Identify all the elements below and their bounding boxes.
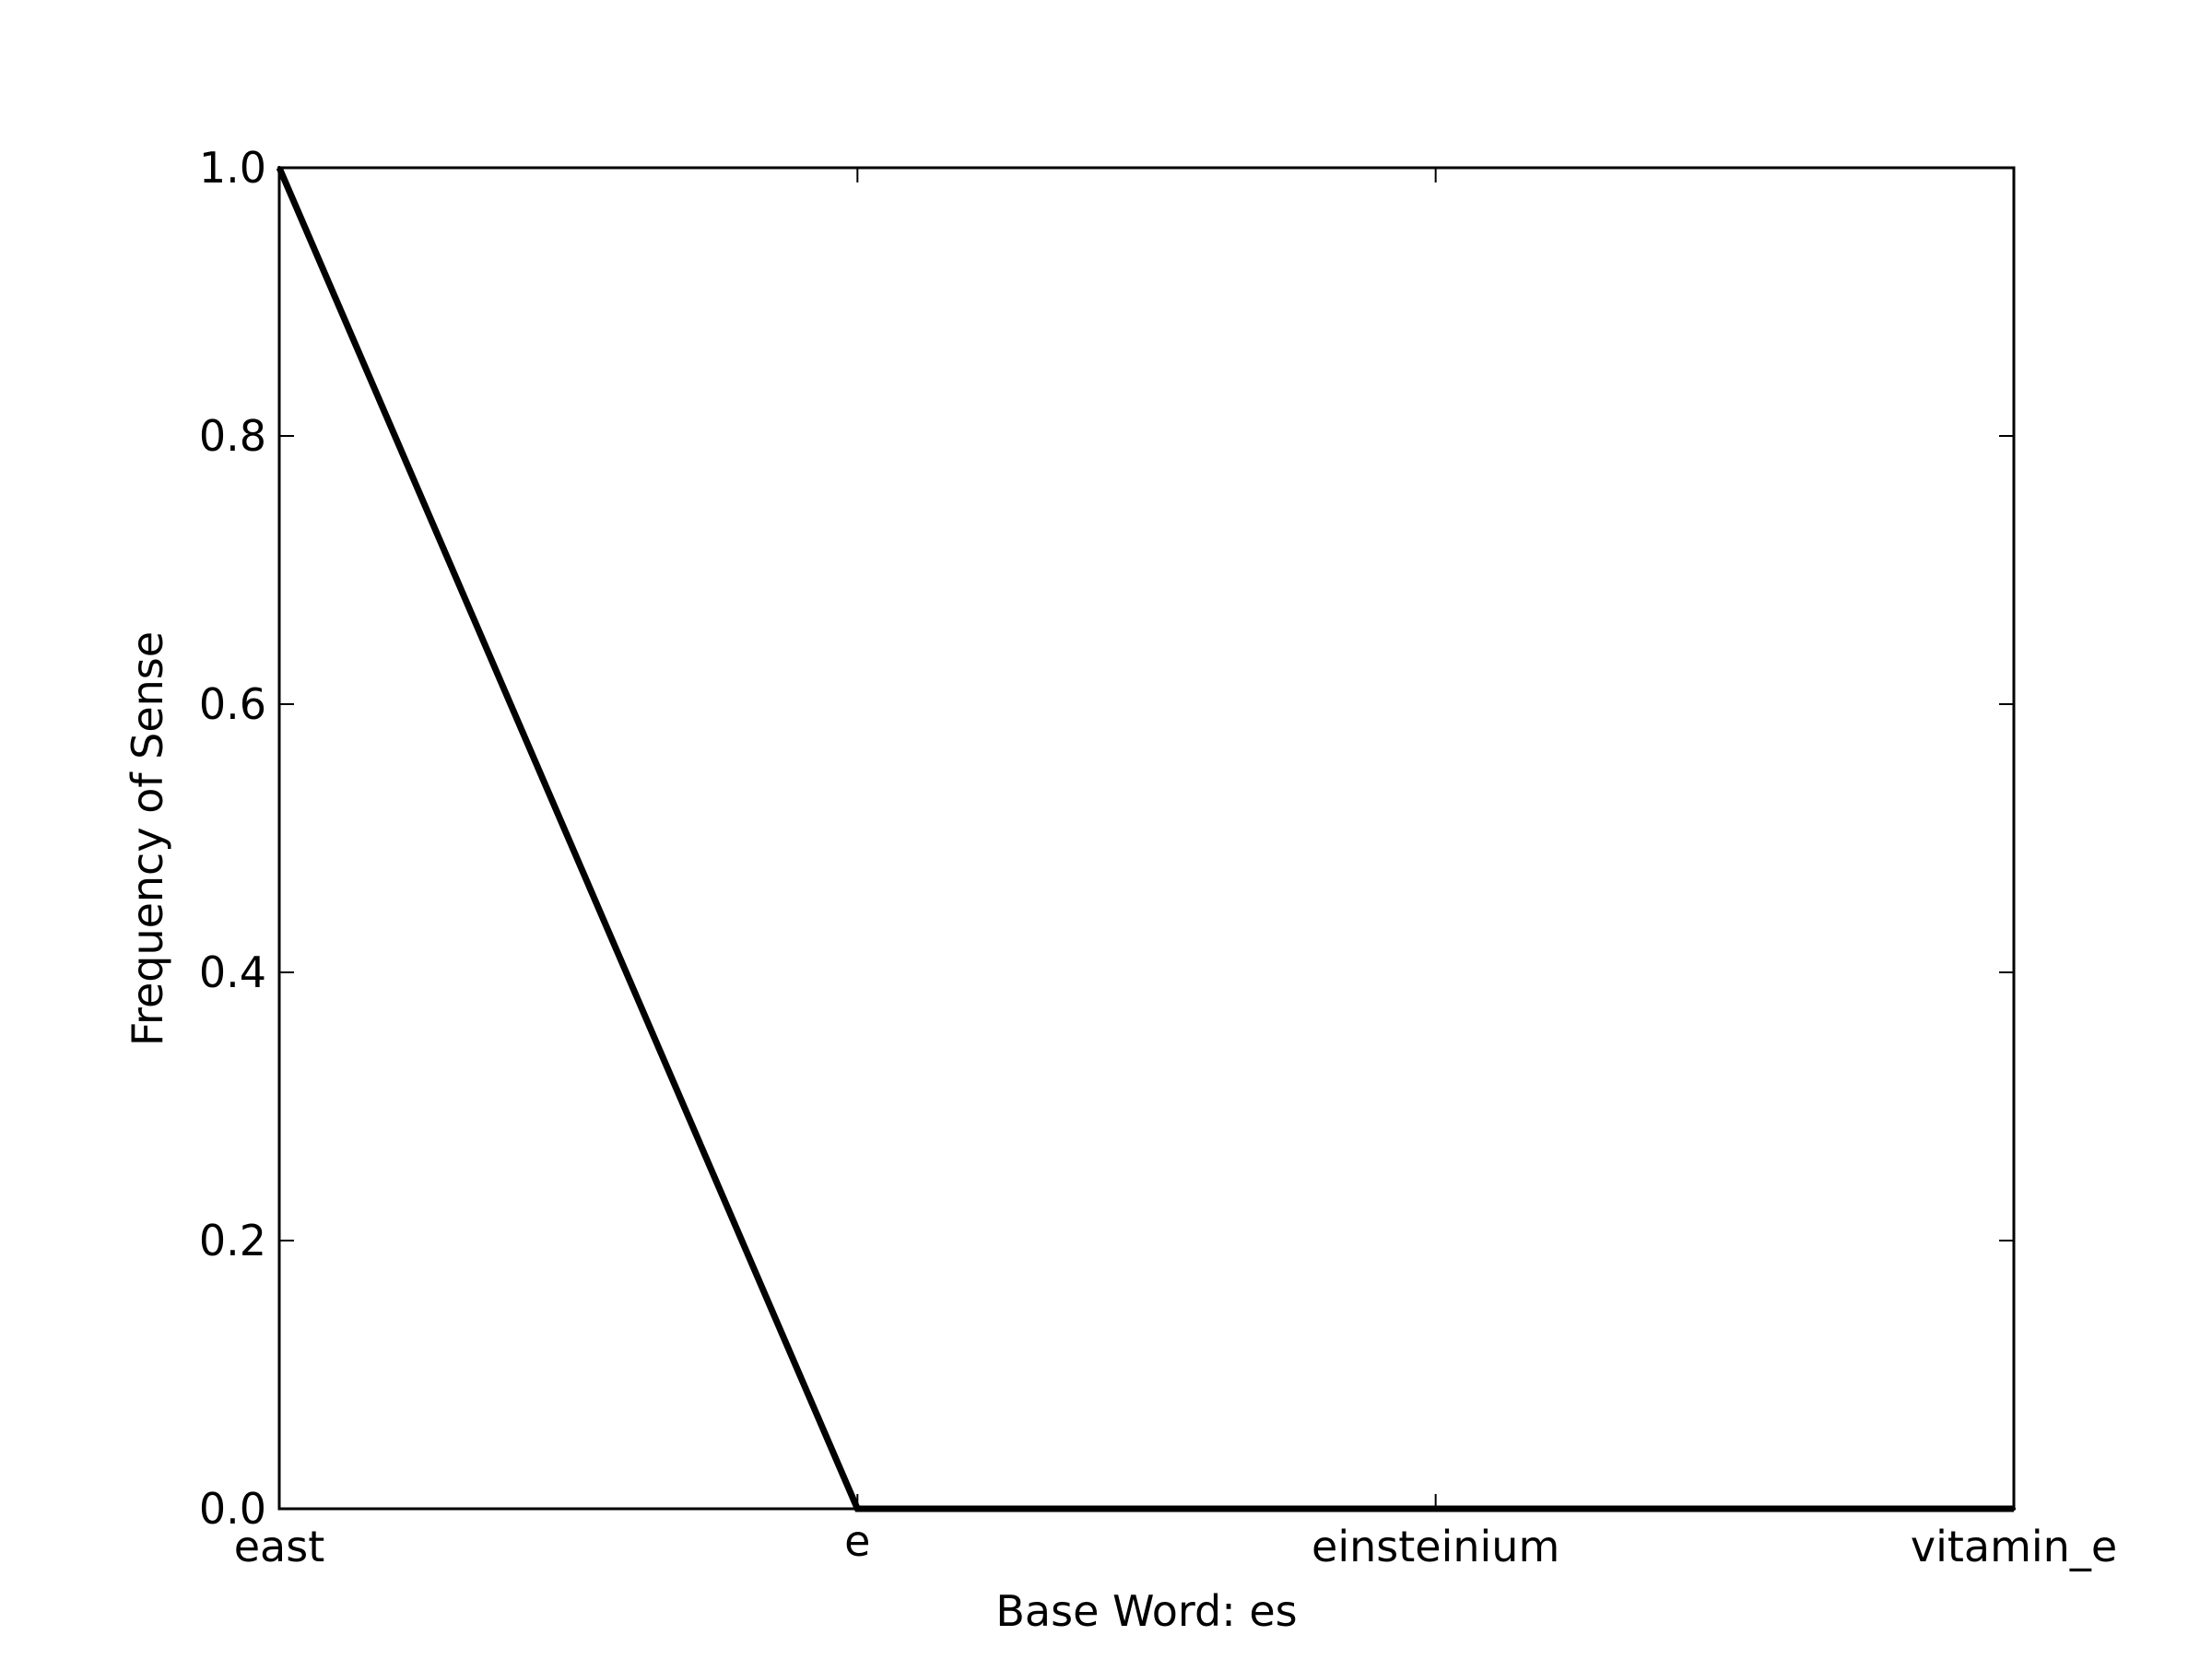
series-line-0 [276,166,2014,1512]
x-tick-label: e [844,1516,870,1566]
y-tick-label: 1.0 [199,143,266,193]
y-tick-label: 0.8 [199,411,266,461]
x-axis-label: Base Word: es [995,1586,1297,1636]
y-tick-label: 0.2 [199,1216,266,1265]
series-layer [276,166,2016,1512]
x-tick-label: einsteinium [1312,1522,1559,1571]
labels-layer: 0.0 0.2 0.4 0.6 0.8 1.0 east e einsteinium vitami… [199,143,2117,1571]
y-tick-label: 0.0 [199,1484,266,1534]
x-tick-label: east [234,1522,325,1571]
ticks-layer [278,167,2015,1510]
plot-frame [277,166,2016,1511]
y-tick-label: 0.6 [199,679,266,729]
y-tick-label: 0.4 [199,947,266,997]
y-axis-label: Frequency of Sense [123,631,172,1046]
x-tick-label: vitamin_e [1911,1522,2117,1571]
